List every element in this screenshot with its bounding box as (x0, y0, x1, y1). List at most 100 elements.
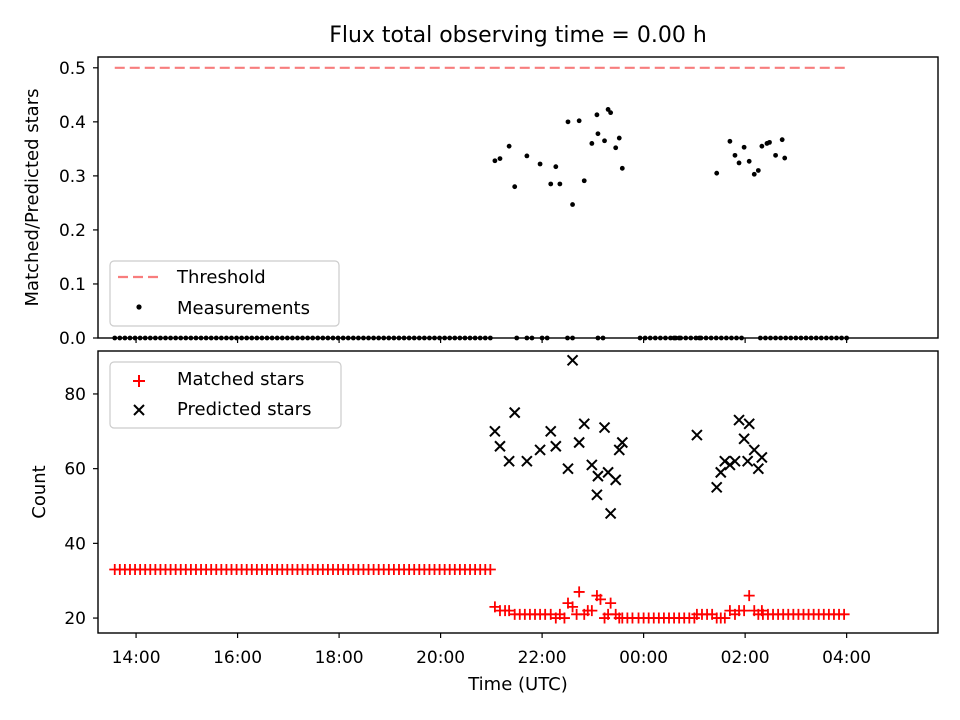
bottom-legend: Matched stars Predicted stars (109, 361, 342, 429)
measurement-point (746, 158, 752, 164)
top-y-axis-label: Matched/Predicted stars (22, 89, 43, 307)
predicted-star-point (521, 455, 533, 467)
measurement-point (782, 155, 788, 161)
measurement-point (570, 202, 575, 207)
predicted-star-point (566, 354, 579, 367)
legend-threshold-label: Threshold (176, 267, 266, 288)
matched-star-point (838, 608, 850, 620)
measurement-point (779, 137, 785, 143)
x-tick-label: 02:00 (721, 648, 770, 668)
measurement-point (619, 165, 625, 171)
bottom-y-tick-label: 80 (64, 385, 86, 405)
measurement-point (616, 135, 622, 141)
top-legend: Threshold Measurements (109, 260, 340, 327)
top-y-tick-label: 0.1 (59, 275, 86, 295)
legend-measurements-swatch (136, 304, 142, 310)
bottom-y-axis-label: Count (29, 465, 50, 518)
matched-star-point (743, 590, 755, 602)
predicted-star-point (738, 433, 750, 445)
measurement-point (492, 158, 498, 164)
top-y-tick-label: 0.5 (59, 59, 86, 79)
measurement-point (565, 119, 571, 125)
matched-star-point (594, 593, 606, 605)
measurement-point (773, 152, 778, 158)
bottom-panel: 20 40 60 80 14:00 16:00 18:00 20:00 22:00 00:00 0… (29, 350, 939, 695)
predicted-star-point (562, 462, 574, 475)
measurement-point (732, 152, 738, 158)
measurement-point (512, 184, 518, 190)
predicted-star-point (489, 425, 501, 438)
top-axes-frame (97, 56, 939, 339)
predicted-star-point (503, 455, 515, 467)
measurement-point (714, 170, 720, 176)
legend-matched-swatch (133, 375, 145, 387)
x-tick-label: 18:00 (315, 648, 364, 668)
matched-star-point (484, 564, 496, 576)
bottom-y-tick-label: 40 (64, 534, 86, 554)
measurement-point (594, 112, 600, 118)
measurement-point (595, 131, 601, 137)
predicted-star-point (609, 474, 622, 486)
bottom-legend-box (109, 361, 342, 429)
top-y-tick-label: 0.2 (59, 221, 86, 241)
x-tick-label: 04:00 (822, 648, 871, 668)
measurement-point (605, 107, 611, 112)
top-legend-box (109, 260, 340, 327)
predicted-star-point (534, 444, 546, 456)
predicted-star-point (710, 481, 723, 494)
predicted-star-point (756, 451, 768, 464)
legend-measurements-label: Measurements (177, 298, 310, 319)
legend-predicted-label: Predicted stars (177, 399, 311, 420)
predicted-star-point (733, 414, 745, 426)
matched-star-point (605, 597, 617, 609)
bottom-axes-frame (97, 350, 939, 634)
measurement-point (741, 144, 747, 150)
x-tick-label: 22:00 (518, 648, 567, 668)
predicted-star-point (591, 489, 603, 501)
matched-star-point (503, 605, 515, 617)
measurement-point (557, 181, 563, 187)
predicted-star-point (752, 462, 765, 475)
top-x-ticks (135, 338, 848, 343)
bottom-x-ticks: 14:00 16:00 18:00 20:00 22:00 00:00 02:00 04:00 (112, 633, 871, 668)
predicted-star-point (573, 436, 585, 449)
x-tick-label: 16:00 (213, 648, 262, 668)
bottom-plot-area (109, 354, 850, 624)
predicted-star-point (613, 444, 625, 456)
top-panel: 0.0 0.1 0.2 0.3 0.4 0.5 Matched/Predicted sta… (22, 56, 939, 349)
predicted-star-point (545, 425, 557, 438)
measurement-point (497, 156, 503, 161)
matched-star-point (567, 601, 579, 613)
measurement-point (767, 139, 772, 145)
matched-star-point (586, 605, 598, 617)
measurement-point (751, 171, 757, 177)
predicted-star-point (598, 421, 611, 434)
top-y-ticks: 0.0 0.1 0.2 0.3 0.4 0.5 (59, 59, 98, 349)
predicted-star-point (616, 436, 629, 449)
legend-predicted-swatch (133, 404, 145, 416)
matched-star-point (756, 605, 768, 617)
bottom-y-tick-label: 20 (64, 609, 86, 629)
predicted-star-point (743, 418, 755, 430)
measurement-point (576, 118, 582, 124)
x-tick-label: 00:00 (619, 648, 668, 668)
measurement-point (608, 110, 614, 116)
figure-title: Flux total observing time = 0.00 h (329, 23, 707, 48)
x-tick-label: 14:00 (112, 648, 161, 668)
predicted-star-point (729, 455, 741, 467)
measurement-point (537, 161, 543, 167)
measurement-point (548, 181, 554, 187)
measurement-point (581, 178, 587, 184)
matched-star-point (738, 605, 750, 617)
measurement-point (589, 141, 595, 146)
x-axis-label: Time (UTC) (467, 674, 568, 695)
predicted-star-point (508, 406, 521, 419)
measurement-point (727, 138, 733, 144)
legend-matched-label: Matched stars (177, 369, 304, 390)
predicted-star-point (550, 440, 562, 452)
bottom-y-ticks: 20 40 60 80 (64, 385, 98, 629)
measurement-point (755, 168, 761, 173)
predicted-star-point (715, 466, 727, 479)
matched-star-point (719, 612, 731, 624)
